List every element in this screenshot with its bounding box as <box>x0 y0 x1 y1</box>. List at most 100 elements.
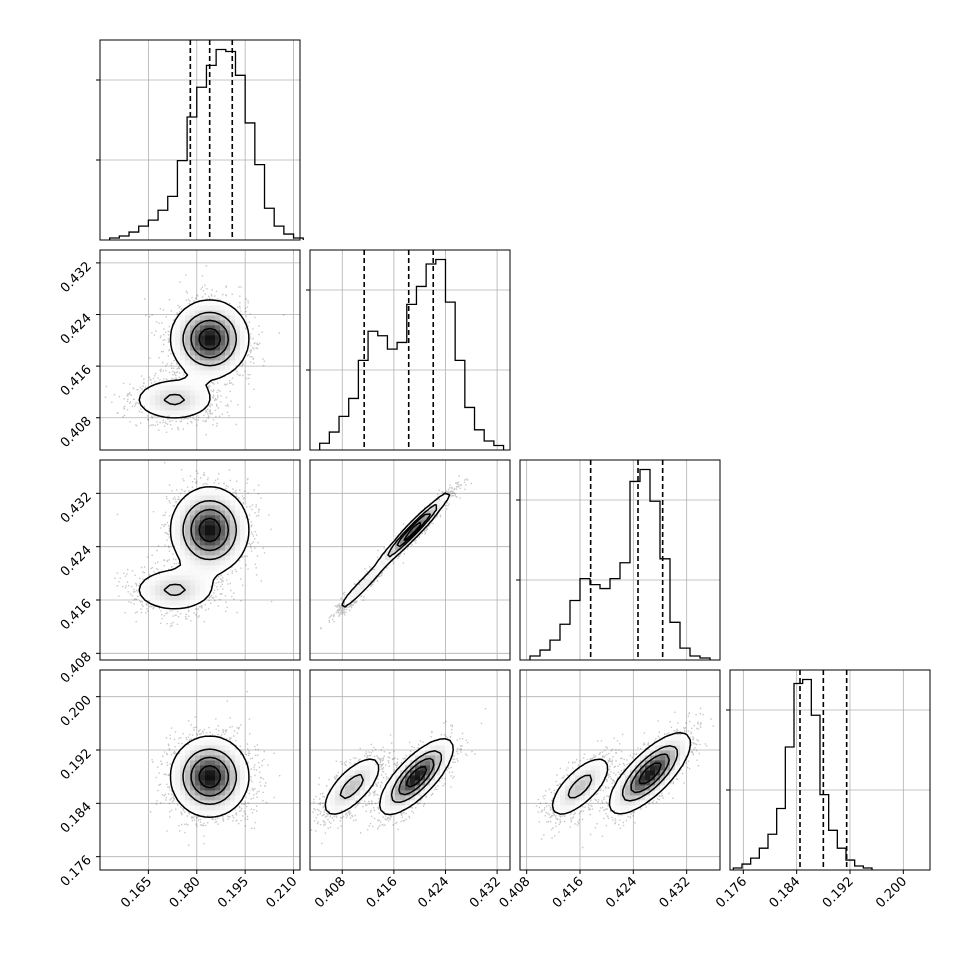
contour-level-0 <box>138 485 250 610</box>
density-cell <box>220 565 226 571</box>
density-cell <box>180 580 186 586</box>
y-tick-label-2-1: 0.416 <box>58 596 95 633</box>
density-cell <box>170 390 176 396</box>
density-cell <box>205 365 211 371</box>
density-cell <box>170 595 176 601</box>
density-cell <box>345 800 351 806</box>
density-cell <box>415 760 421 766</box>
density-cell <box>230 500 236 506</box>
density-cell <box>620 780 626 786</box>
y-tick-label-1-0: 0.408 <box>58 414 95 451</box>
density-cell <box>635 800 641 806</box>
density-cell <box>415 795 421 801</box>
density-cell <box>445 740 451 746</box>
y-tick-label-1-1: 0.416 <box>58 362 95 399</box>
density-cell <box>180 355 186 361</box>
density-cell <box>225 805 231 811</box>
contour-level-2 <box>630 753 670 794</box>
density-cell <box>615 780 621 786</box>
density-cell <box>240 785 246 791</box>
density-cell <box>640 775 646 781</box>
density-cell <box>205 525 211 531</box>
density-cell <box>390 780 396 786</box>
density-cell <box>180 560 186 566</box>
density-cell <box>200 750 206 756</box>
density-cell <box>185 580 191 586</box>
density-cell <box>225 790 231 796</box>
density-cell <box>405 790 411 796</box>
density-cell <box>205 795 211 801</box>
density-cell <box>210 325 216 331</box>
density-cell <box>210 520 216 526</box>
density-cell <box>225 740 231 746</box>
y-tick-label-1-2: 0.424 <box>58 311 95 348</box>
density-cell <box>160 595 166 601</box>
density-cell <box>200 785 206 791</box>
density-cell <box>635 765 641 771</box>
density-cell <box>205 535 211 541</box>
density-cell <box>235 350 241 356</box>
density-cell <box>355 795 361 801</box>
density-cell <box>180 540 186 546</box>
density-cell <box>625 780 631 786</box>
density-cell <box>180 350 186 356</box>
density-cell <box>180 545 186 551</box>
density-cell <box>435 740 441 746</box>
contour-level-1 <box>182 748 238 805</box>
density-cell <box>190 560 196 566</box>
density-cell <box>245 335 251 341</box>
density-cell <box>430 755 436 761</box>
density-cell <box>200 595 206 601</box>
density-cell <box>180 385 186 391</box>
density-cell <box>640 755 646 761</box>
density-cell <box>225 555 231 561</box>
density-cell <box>150 575 156 581</box>
density-cell <box>200 385 206 391</box>
density-cell <box>635 785 641 791</box>
density-cell <box>350 590 356 596</box>
density-cell <box>190 585 196 591</box>
density-cell <box>420 760 426 766</box>
density-cell <box>180 555 186 561</box>
density-cell <box>195 765 201 771</box>
density-cell <box>170 600 176 606</box>
density-cell <box>195 370 201 376</box>
density-cell <box>420 755 426 761</box>
density-cell <box>680 750 686 756</box>
density-cell <box>235 770 241 776</box>
density-cell <box>175 580 181 586</box>
density-cell <box>655 755 661 761</box>
density-cell <box>190 510 196 516</box>
density-cell <box>215 365 221 371</box>
density-cell <box>195 335 201 341</box>
density-cell <box>220 330 226 336</box>
density-cell <box>205 780 211 786</box>
density-cell <box>155 595 161 601</box>
density-cell <box>635 780 641 786</box>
density-cell <box>425 520 431 526</box>
density-cell <box>200 740 206 746</box>
density-cell <box>210 505 216 511</box>
density-cell <box>420 770 426 776</box>
density-cell <box>635 775 641 781</box>
density-cell <box>225 520 231 526</box>
density-cell <box>600 775 606 781</box>
density-cell <box>245 775 251 781</box>
density-cell <box>425 765 431 771</box>
density-cell <box>405 800 411 806</box>
density-cell <box>175 405 181 411</box>
density-cell <box>220 355 226 361</box>
density-cell <box>220 775 226 781</box>
density-cell <box>210 780 216 786</box>
density-cell <box>210 810 216 816</box>
contour-level-0 <box>324 737 454 816</box>
density-cell <box>230 770 236 776</box>
x-tick-label-0-3: 0.210 <box>263 874 300 911</box>
density-cell <box>340 780 346 786</box>
density-cell <box>210 575 216 581</box>
density-cell <box>175 755 181 761</box>
density-cell <box>650 745 656 751</box>
density-cell <box>220 340 226 346</box>
density-cell <box>175 535 181 541</box>
density-cell <box>215 790 221 796</box>
